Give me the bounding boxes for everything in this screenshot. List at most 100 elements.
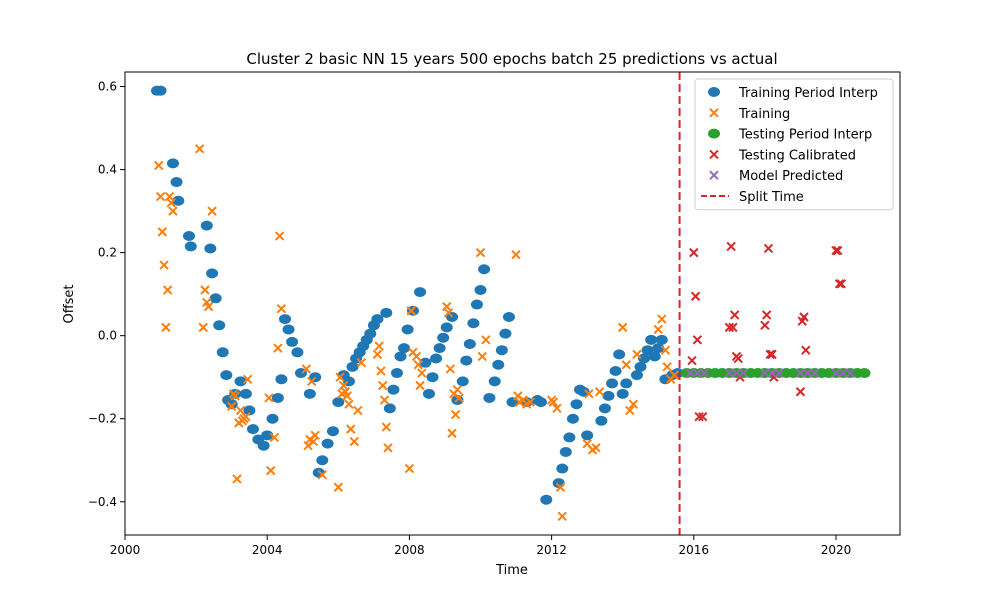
data-point bbox=[598, 403, 611, 414]
data-point bbox=[733, 353, 743, 364]
data-point bbox=[652, 343, 665, 354]
data-point bbox=[172, 195, 185, 206]
data-point bbox=[502, 311, 515, 322]
plot-border bbox=[124, 71, 901, 536]
data-point bbox=[349, 436, 360, 447]
data-point bbox=[371, 314, 384, 325]
data-point bbox=[694, 411, 704, 422]
chart-title: Cluster 2 basic NN 15 years 500 epochs b… bbox=[246, 50, 777, 68]
data-point bbox=[241, 411, 251, 422]
legend-swatch bbox=[709, 108, 719, 118]
data-point bbox=[346, 361, 359, 372]
data-point bbox=[381, 422, 392, 432]
data-point bbox=[242, 374, 253, 384]
data-point bbox=[760, 368, 770, 378]
data-point bbox=[657, 314, 667, 324]
data-point bbox=[273, 343, 283, 353]
y-tick-label: 0.0 bbox=[98, 329, 117, 343]
data-point bbox=[556, 463, 569, 474]
data-point bbox=[335, 372, 345, 382]
legend: Training Period Interp Training Testing Pe… bbox=[694, 78, 894, 211]
data-point bbox=[609, 365, 622, 376]
x-tick-label: 2012 bbox=[536, 543, 567, 557]
data-point bbox=[669, 370, 679, 380]
data-point bbox=[463, 338, 476, 349]
data-point bbox=[376, 366, 386, 376]
data-point bbox=[168, 206, 178, 216]
data-point bbox=[470, 299, 483, 310]
data-point bbox=[257, 440, 270, 451]
data-point bbox=[317, 470, 328, 480]
data-point bbox=[555, 482, 566, 492]
data-point bbox=[417, 368, 427, 378]
data-point bbox=[342, 391, 352, 401]
data-point bbox=[383, 403, 396, 414]
data-point bbox=[795, 368, 806, 378]
data-point bbox=[182, 231, 195, 242]
data-point bbox=[276, 303, 287, 314]
data-point bbox=[765, 349, 775, 360]
data-point bbox=[266, 465, 276, 476]
data-point bbox=[207, 206, 217, 216]
data-point bbox=[380, 307, 393, 318]
data-point bbox=[724, 322, 735, 333]
data-point bbox=[591, 443, 601, 453]
series-0 bbox=[150, 85, 684, 505]
data-point bbox=[692, 368, 703, 378]
data-point bbox=[422, 388, 435, 399]
data-point bbox=[332, 397, 345, 408]
data-point bbox=[282, 324, 295, 335]
data-marks bbox=[150, 85, 871, 522]
data-point bbox=[692, 335, 703, 345]
data-point bbox=[452, 384, 463, 395]
data-point bbox=[379, 395, 390, 405]
data-point bbox=[594, 387, 605, 397]
data-point bbox=[398, 343, 411, 354]
data-point bbox=[154, 160, 164, 171]
data-point bbox=[426, 372, 439, 383]
data-point bbox=[616, 388, 629, 399]
data-point bbox=[154, 85, 167, 96]
data-point bbox=[404, 463, 415, 474]
data-point bbox=[243, 405, 256, 416]
data-point bbox=[356, 357, 367, 368]
data-point bbox=[602, 390, 615, 401]
data-point bbox=[450, 409, 461, 420]
legend-label: Testing Calibrated bbox=[738, 148, 856, 163]
legend-swatch bbox=[708, 128, 720, 139]
data-point bbox=[344, 399, 354, 409]
data-point bbox=[483, 392, 496, 403]
data-point bbox=[383, 443, 393, 453]
data-point bbox=[271, 392, 284, 403]
data-point bbox=[831, 245, 841, 256]
data-point bbox=[559, 446, 572, 457]
data-point bbox=[411, 351, 422, 362]
data-point bbox=[204, 243, 217, 254]
data-point bbox=[414, 287, 427, 298]
data-point bbox=[632, 349, 642, 360]
data-point bbox=[266, 413, 279, 424]
data-point bbox=[264, 393, 274, 403]
data-point bbox=[606, 378, 619, 389]
data-point bbox=[641, 345, 654, 356]
legend-box bbox=[694, 78, 894, 211]
data-point bbox=[372, 349, 383, 360]
data-point bbox=[630, 370, 643, 381]
data-point bbox=[660, 345, 671, 355]
data-point bbox=[275, 374, 288, 385]
data-point bbox=[166, 158, 179, 169]
data-point bbox=[234, 376, 247, 387]
data-point bbox=[726, 241, 736, 252]
data-point bbox=[184, 241, 197, 252]
data-point bbox=[387, 384, 400, 395]
data-point bbox=[653, 324, 663, 335]
data-point bbox=[478, 264, 491, 275]
data-point bbox=[628, 399, 639, 409]
data-point bbox=[617, 322, 628, 333]
data-point bbox=[308, 436, 319, 447]
data-point bbox=[447, 428, 457, 438]
data-point bbox=[495, 345, 508, 356]
data-point bbox=[390, 368, 403, 379]
series-4 bbox=[685, 368, 855, 378]
data-point bbox=[836, 279, 847, 289]
